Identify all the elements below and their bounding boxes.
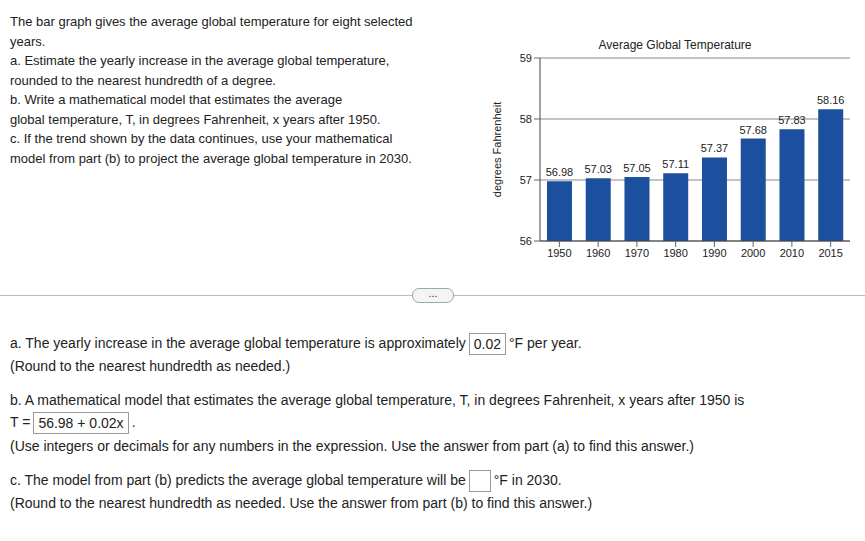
svg-text:1970: 1970 [625, 247, 649, 259]
svg-text:57.05: 57.05 [623, 162, 651, 174]
html-text:rounded to the nearest hundred: rounded to the nearest hundredth of a de… [10, 72, 276, 88]
html-text:T =: T = [10, 413, 31, 430]
svg-text:56: 56 [520, 235, 532, 247]
html-text:b. Write a mathematical model: b. Write a mathematical model that estim… [10, 92, 343, 107]
html-text:(Use integers or decimals for: (Use integers or decimals for any number… [10, 438, 694, 454]
html-text:Average Global Temperature: Average Global Temperature [598, 38, 752, 52]
html-text:c. The model from part (b) pre: c. The model from part (b) predicts the … [10, 471, 466, 488]
svg-text:59: 59 [520, 52, 532, 64]
html-text:a. Estimate the yearly increas: a. Estimate the yearly increase in the a… [10, 53, 390, 68]
html-text:(Round to the nearest hundredt: (Round to the nearest hundredth as neede… [10, 358, 291, 374]
svg-text:57.68: 57.68 [739, 124, 767, 136]
svg-text:58.16: 58.16 [817, 94, 845, 106]
html-text:°F per year.: °F per year. [509, 334, 582, 351]
svg-text:58: 58 [520, 113, 532, 125]
svg-text:1950: 1950 [547, 247, 571, 259]
html-text:global temperature, T, in degr: global temperature, T, in degrees Fahren… [10, 111, 381, 127]
svg-text:56.98: 56.98 [546, 166, 574, 178]
svg-text:2010: 2010 [780, 247, 804, 259]
html-text:The bar graph gives the averag: The bar graph gives the average global t… [10, 14, 413, 29]
svg-text:57.83: 57.83 [778, 114, 806, 126]
html-text:b. A mathematical model that e: b. A mathematical model that estimates t… [10, 392, 745, 408]
html-text:0.02: 0.02 [473, 336, 501, 352]
svg-text:2000: 2000 [741, 247, 765, 259]
html-text:years.: years. [10, 33, 46, 49]
html-text:a. The yearly increase in the: a. The yearly increase in the average gl… [10, 334, 466, 351]
svg-text:57.37: 57.37 [701, 142, 729, 154]
svg-text:1960: 1960 [586, 247, 610, 259]
svg-text:1980: 1980 [663, 247, 687, 259]
html-text:56.98 + 0.02x: 56.98 + 0.02x [38, 415, 124, 431]
svg-text:57: 57 [520, 174, 532, 186]
svg-text:57.11: 57.11 [662, 158, 689, 170]
html-text:°F in 2030.: °F in 2030. [493, 471, 562, 488]
html-text:c. If the trend shown by the d: c. If the trend shown by the data contin… [10, 131, 393, 146]
svg-text:degrees Fahrenheit: degrees Fahrenheit [491, 102, 503, 197]
html-text:model from part (b) to project: model from part (b) to project the avera… [10, 150, 412, 166]
svg-text:2015: 2015 [818, 247, 842, 259]
svg-text:1990: 1990 [702, 247, 726, 259]
html-text:(Round to the nearest hundredt: (Round to the nearest hundredth as neede… [10, 495, 593, 511]
svg-text:57.03: 57.03 [584, 163, 612, 175]
